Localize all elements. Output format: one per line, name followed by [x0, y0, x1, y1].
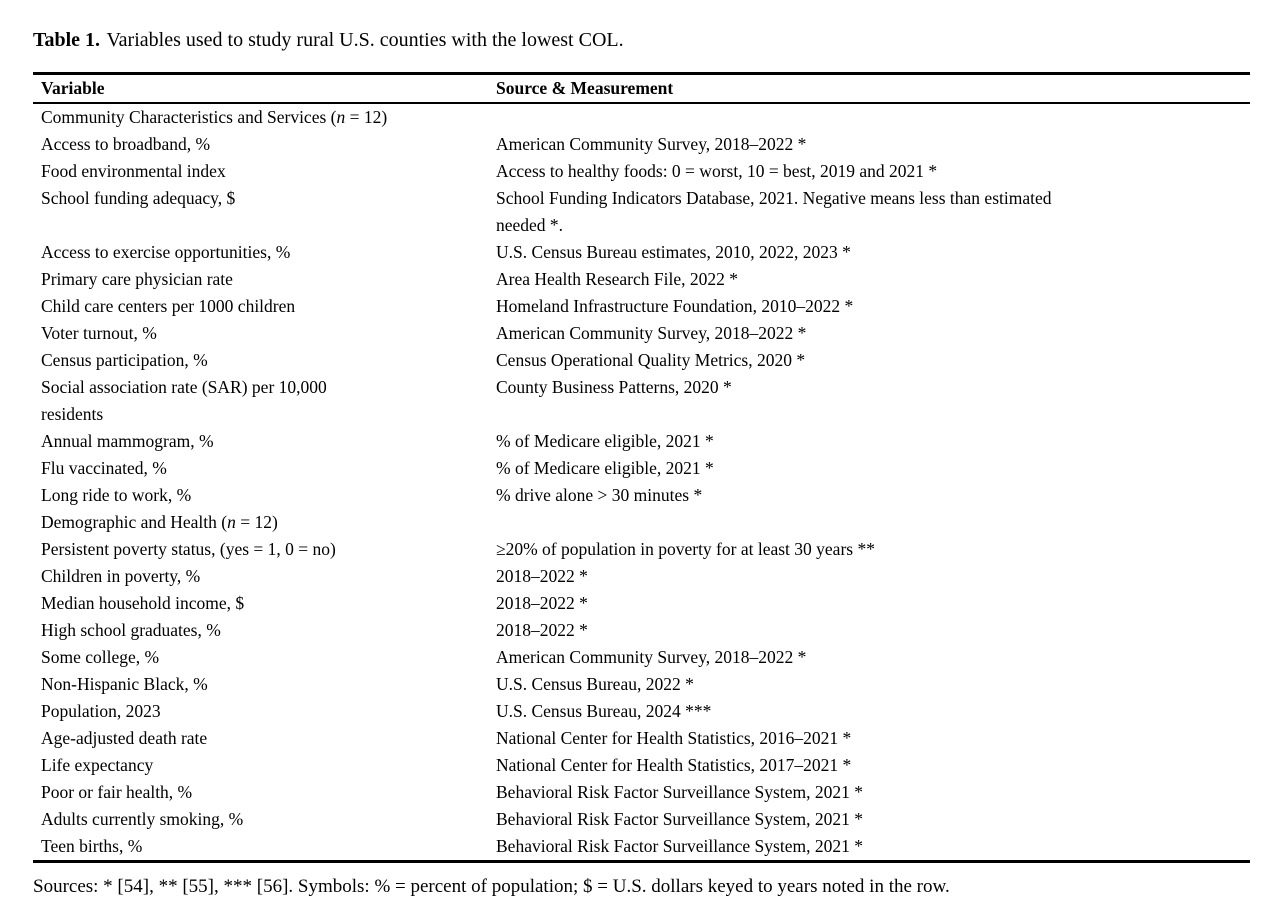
- table-row: Primary care physician rate Area Health R…: [33, 266, 1250, 293]
- variable-cell: School funding adequacy, $: [41, 188, 236, 208]
- table-header: Variable Source & Measurement: [33, 73, 1250, 104]
- table-row: Teen births, % Behavioral Risk Factor Sur…: [33, 833, 1250, 862]
- variable-cell: Adults currently smoking, %: [41, 809, 244, 829]
- source-cell: American Community Survey, 2018–2022 *: [496, 647, 807, 667]
- table-row: Voter turnout, % American Community Surve…: [33, 320, 1250, 347]
- variable-cell: Children in poverty, %: [41, 566, 201, 586]
- table-row: Non-Hispanic Black, % U.S. Census Bureau,…: [33, 671, 1250, 698]
- source-cell: American Community Survey, 2018–2022 *: [496, 134, 807, 154]
- variable-cell: Access to broadband, %: [41, 134, 211, 154]
- variable-cell: Poor or fair health, %: [41, 782, 193, 802]
- variable-cell: Teen births, %: [41, 836, 143, 856]
- table-row: Population, 2023 U.S. Census Bureau, 2024…: [33, 698, 1250, 725]
- source-cell: U.S. Census Bureau estimates, 2010, 2022…: [496, 242, 851, 262]
- table-row: Median household income, $ 2018–2022 *: [33, 590, 1250, 617]
- source-cell: % of Medicare eligible, 2021 *: [496, 458, 714, 478]
- section-row: Demographic and Health (n = 12): [33, 509, 1250, 536]
- table-caption-text: Variables used to study rural U.S. count…: [106, 29, 624, 51]
- variable-cell: Persistent poverty status, (yes = 1, 0 =…: [41, 539, 336, 559]
- variable-cell: Access to exercise opportunities, %: [41, 242, 291, 262]
- source-cell: County Business Patterns, 2020 *: [496, 377, 732, 397]
- source-cell: ≥20% of population in poverty for at lea…: [496, 539, 875, 559]
- table-row: Food environmental index Access to health…: [33, 158, 1250, 185]
- table-row: Long ride to work, % % drive alone > 30 m…: [33, 482, 1250, 509]
- variable-cell: Population, 2023: [41, 701, 161, 721]
- table-row: Annual mammogram, % % of Medicare eligibl…: [33, 428, 1250, 455]
- variables-table: Variable Source & Measurement Community …: [33, 72, 1250, 863]
- source-cell: Behavioral Risk Factor Surveillance Syst…: [496, 836, 863, 856]
- source-cell: Homeland Infrastructure Foundation, 2010…: [496, 296, 854, 316]
- table-row: Social association rate (SAR) per 10,000…: [33, 374, 1250, 428]
- variable-cell: Community Characteristics and Services (…: [41, 107, 388, 127]
- table-footnote: Sources: * [54], ** [55], *** [56]. Symb…: [33, 876, 950, 897]
- source-cell: % of Medicare eligible, 2021 *: [496, 431, 714, 451]
- source-cell: 2018–2022 *: [496, 566, 588, 586]
- table-row: Access to broadband, % American Community…: [33, 131, 1250, 158]
- table-row: Children in poverty, % 2018–2022 *: [33, 563, 1250, 590]
- variable-cell: Primary care physician rate: [41, 269, 233, 289]
- source-cell: National Center for Health Statistics, 2…: [496, 728, 852, 748]
- source-cell: [488, 103, 1250, 131]
- source-cell: Behavioral Risk Factor Surveillance Syst…: [496, 809, 863, 829]
- source-cell: Area Health Research File, 2022 *: [496, 269, 739, 289]
- table-row: School funding adequacy, $ School Funding…: [33, 185, 1250, 239]
- variable-cell: Age-adjusted death rate: [41, 728, 208, 748]
- source-cell: Census Operational Quality Metrics, 2020…: [496, 350, 806, 370]
- source-cell: U.S. Census Bureau, 2022 *: [496, 674, 694, 694]
- table-row: Census participation, % Census Operationa…: [33, 347, 1250, 374]
- source-cell: School Funding Indicators Database, 2021…: [496, 188, 1052, 235]
- table-row: Life expectancy National Center for Healt…: [33, 752, 1250, 779]
- source-cell: American Community Survey, 2018–2022 *: [496, 323, 807, 343]
- variable-cell: Voter turnout, %: [41, 323, 157, 343]
- table-row: Adults currently smoking, % Behavioral Ri…: [33, 806, 1250, 833]
- source-cell: U.S. Census Bureau, 2024 ***: [496, 701, 712, 721]
- table-row: Child care centers per 1000 children Home…: [33, 293, 1250, 320]
- variable-cell: Census participation, %: [41, 350, 208, 370]
- variable-cell: Child care centers per 1000 children: [41, 296, 296, 316]
- table-row: High school graduates, % 2018–2022 *: [33, 617, 1250, 644]
- variable-cell: High school graduates, %: [41, 620, 221, 640]
- table-row: Some college, % American Community Survey…: [33, 644, 1250, 671]
- column-header-variable: Variable: [33, 73, 488, 104]
- source-cell: [488, 509, 1250, 536]
- variable-cell: Demographic and Health (n = 12): [41, 512, 278, 532]
- table-body: Community Characteristics and Services (…: [33, 103, 1250, 862]
- source-cell: National Center for Health Statistics, 2…: [496, 755, 852, 775]
- variable-cell: Non-Hispanic Black, %: [41, 674, 208, 694]
- variable-cell: Flu vaccinated, %: [41, 458, 167, 478]
- source-cell: Behavioral Risk Factor Surveillance Syst…: [496, 782, 863, 802]
- table-caption: Table 1. Variables used to study rural U.…: [33, 28, 1250, 52]
- header-row: Variable Source & Measurement: [33, 73, 1250, 104]
- source-cell: % drive alone > 30 minutes *: [496, 485, 703, 505]
- table-row: Flu vaccinated, % % of Medicare eligible,…: [33, 455, 1250, 482]
- table-row: Age-adjusted death rate National Center f…: [33, 725, 1250, 752]
- variable-cell: Median household income, $: [41, 593, 245, 613]
- variable-cell: Some college, %: [41, 647, 160, 667]
- source-cell: 2018–2022 *: [496, 593, 588, 613]
- table-row: Persistent poverty status, (yes = 1, 0 =…: [33, 536, 1250, 563]
- table-caption-label: Table 1.: [33, 29, 101, 51]
- variable-cell: Social association rate (SAR) per 10,000…: [41, 377, 327, 424]
- variable-cell: Annual mammogram, %: [41, 431, 214, 451]
- variable-cell: Life expectancy: [41, 755, 154, 775]
- table-row: Access to exercise opportunities, % U.S. …: [33, 239, 1250, 266]
- column-header-source: Source & Measurement: [488, 73, 1250, 104]
- variable-cell: Long ride to work, %: [41, 485, 192, 505]
- section-row: Community Characteristics and Services (…: [33, 103, 1250, 131]
- variable-cell: Food environmental index: [41, 161, 226, 181]
- source-cell: Access to healthy foods: 0 = worst, 10 =…: [496, 161, 938, 181]
- table-row: Poor or fair health, % Behavioral Risk Fa…: [33, 779, 1250, 806]
- source-cell: 2018–2022 *: [496, 620, 588, 640]
